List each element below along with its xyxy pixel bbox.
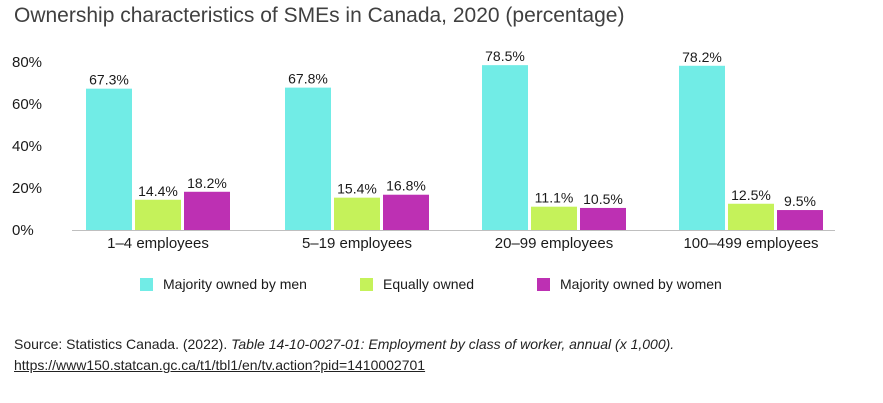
- data-label: 10.5%: [583, 191, 623, 207]
- data-label: 12.5%: [731, 187, 771, 203]
- data-label: 14.4%: [138, 183, 178, 199]
- legend-label-equal: Equally owned: [383, 276, 475, 292]
- x-tick-label: 5–19 employees: [302, 235, 412, 252]
- bar-men: [86, 88, 132, 230]
- y-tick-label: 80%: [12, 54, 42, 71]
- x-tick-label: 1–4 employees: [107, 235, 209, 252]
- data-label: 67.3%: [89, 72, 129, 88]
- data-label: 16.8%: [386, 178, 426, 194]
- chart-title: Ownership characteristics of SMEs in Can…: [14, 4, 625, 27]
- bar-women: [383, 194, 429, 230]
- bar-women: [184, 191, 230, 230]
- data-label: 78.5%: [485, 48, 525, 64]
- legend-swatch-men: [140, 277, 153, 291]
- bar-equal: [728, 203, 774, 230]
- source-table-title: Table 14-10-0027-01: Employment by class…: [231, 336, 675, 352]
- y-tick-label: 40%: [12, 138, 42, 155]
- data-label: 78.2%: [682, 49, 722, 65]
- bar-equal: [531, 206, 577, 230]
- legend-item-equal: Equally owned: [360, 276, 474, 292]
- bar-men: [285, 87, 331, 230]
- bar-men: [482, 65, 528, 231]
- legend: Majority owned by men Equally owned Majo…: [140, 276, 880, 296]
- y-tick-label: 20%: [12, 180, 42, 197]
- legend-item-men: Majority owned by men: [140, 276, 307, 292]
- y-tick-label: 60%: [12, 96, 42, 113]
- legend-swatch-women: [537, 277, 550, 291]
- bar-men: [679, 65, 725, 230]
- data-label: 67.8%: [288, 71, 328, 87]
- x-tick-label: 20–99 employees: [495, 235, 613, 252]
- data-label: 11.1%: [535, 190, 574, 206]
- bar-women: [777, 210, 823, 230]
- legend-label-men: Majority owned by men: [163, 276, 307, 292]
- legend-swatch-equal: [360, 277, 373, 291]
- source-note: Source: Statistics Canada. (2022). Table…: [14, 334, 874, 376]
- bar-equal: [135, 199, 181, 230]
- data-label: 9.5%: [784, 193, 816, 209]
- bar-equal: [334, 197, 380, 230]
- legend-item-women: Majority owned by women: [537, 276, 722, 292]
- data-label: 15.4%: [337, 181, 377, 197]
- legend-label-women: Majority owned by women: [560, 276, 722, 292]
- source-link[interactable]: https://www150.statcan.gc.ca/t1/tbl1/en/…: [14, 357, 426, 373]
- x-tick-label: 100–499 employees: [683, 235, 818, 252]
- source-prefix: Source: Statistics Canada. (2022).: [14, 336, 232, 352]
- bar-chart: 0% 20% 40% 60% 80% 67.3% 14.4% 18.2% 1–4 employe…: [12, 48, 835, 252]
- data-label: 18.2%: [187, 175, 227, 191]
- source-citation: Source: Statistics Canada. (2022). Table…: [14, 334, 874, 355]
- y-tick-label: 0%: [12, 222, 34, 239]
- bar-women: [580, 207, 626, 230]
